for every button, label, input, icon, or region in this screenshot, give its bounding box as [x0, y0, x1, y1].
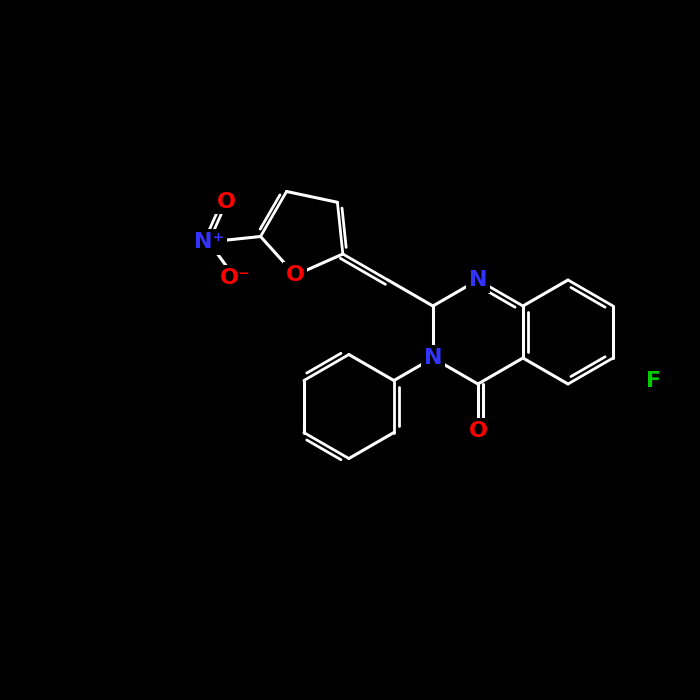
Text: N⁺: N⁺ — [194, 232, 224, 252]
Text: O: O — [468, 421, 487, 441]
Text: N: N — [469, 270, 487, 290]
Text: O: O — [286, 265, 304, 285]
Text: O: O — [217, 192, 237, 211]
Text: N: N — [424, 348, 442, 368]
Text: O⁻: O⁻ — [219, 267, 250, 288]
Text: F: F — [646, 372, 661, 391]
